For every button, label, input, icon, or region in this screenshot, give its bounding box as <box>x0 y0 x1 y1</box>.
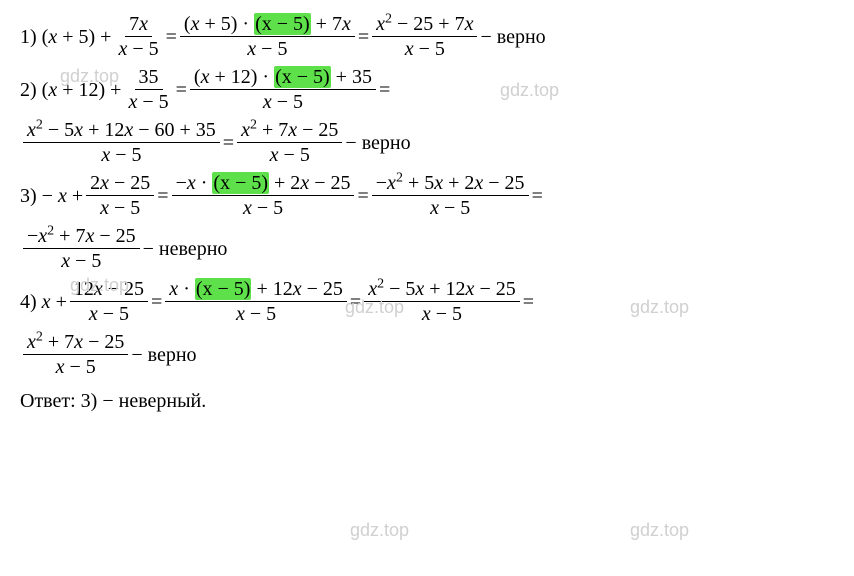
fraction: 35 x − 5 <box>124 65 172 114</box>
equation-1: 1) (x + 5) + 7x x − 5 = (x + 5) · (x − 5… <box>20 12 834 61</box>
equals: = <box>523 286 534 318</box>
equation-2a: 2) (x + 12) + 35 x − 5 = (x + 12) · (x −… <box>20 65 834 114</box>
fraction: x2 + 7x − 25 x − 5 <box>23 330 128 379</box>
equals: = <box>151 286 162 318</box>
equals: = <box>358 21 369 53</box>
fraction: x · (x − 5) + 12x − 25 x − 5 <box>165 277 347 326</box>
result-text: − неверно <box>143 233 228 265</box>
fraction: (x + 12) · (x − 5) + 35 x − 5 <box>190 65 376 114</box>
highlight: (x − 5) <box>254 13 311 35</box>
equation-4b: x2 + 7x − 25 x − 5 − верно <box>20 330 834 379</box>
equals: = <box>223 127 234 159</box>
answer-text: Ответ: 3) − неверный. <box>20 385 206 417</box>
equation-2b: x2 − 5x + 12x − 60 + 35 x − 5 = x2 + 7x … <box>20 118 834 167</box>
fraction: 2x − 25 x − 5 <box>86 171 154 220</box>
math-content: 1) (x + 5) + 7x x − 5 = (x + 5) · (x − 5… <box>0 0 854 433</box>
highlight: (x − 5) <box>274 66 331 88</box>
watermark: gdz.top <box>630 520 689 541</box>
fraction: 12x − 25 x − 5 <box>70 277 148 326</box>
highlight: (x − 5) <box>195 278 252 300</box>
equals: = <box>357 180 368 212</box>
result-text: − верно <box>345 127 410 159</box>
equals: = <box>379 74 390 106</box>
text: 3) − x + <box>20 180 83 212</box>
text: 4) x + <box>20 286 67 318</box>
equals: = <box>166 21 177 53</box>
fraction: −x2 + 5x + 2x − 25 x − 5 <box>372 171 529 220</box>
text: 1) (x + 5) + <box>20 21 111 53</box>
fraction: x2 − 5x + 12x − 25 x − 5 <box>364 277 520 326</box>
fraction: −x2 + 7x − 25 x − 5 <box>23 224 140 273</box>
result-text: − верно <box>131 339 196 371</box>
fraction: (x + 5) · (x − 5) + 7x x − 5 <box>180 12 355 61</box>
equals: = <box>350 286 361 318</box>
equals: = <box>532 180 543 212</box>
equation-4a: 4) x + 12x − 25 x − 5 = x · (x − 5) + 12… <box>20 277 834 326</box>
equals: = <box>176 74 187 106</box>
answer-line: Ответ: 3) − неверный. <box>20 385 834 417</box>
fraction: −x · (x − 5) + 2x − 25 x − 5 <box>172 171 355 220</box>
fraction: x2 − 5x + 12x − 60 + 35 x − 5 <box>23 118 220 167</box>
equation-3a: 3) − x + 2x − 25 x − 5 = −x · (x − 5) + … <box>20 171 834 220</box>
fraction: x2 − 25 + 7x x − 5 <box>372 12 477 61</box>
equation-3b: −x2 + 7x − 25 x − 5 − неверно <box>20 224 834 273</box>
result-text: − верно <box>480 21 545 53</box>
text: 2) (x + 12) + <box>20 74 121 106</box>
fraction: x2 + 7x − 25 x − 5 <box>237 118 342 167</box>
highlight: (x − 5) <box>212 172 269 194</box>
fraction: 7x x − 5 <box>114 12 162 61</box>
equals: = <box>157 180 168 212</box>
watermark: gdz.top <box>350 520 409 541</box>
